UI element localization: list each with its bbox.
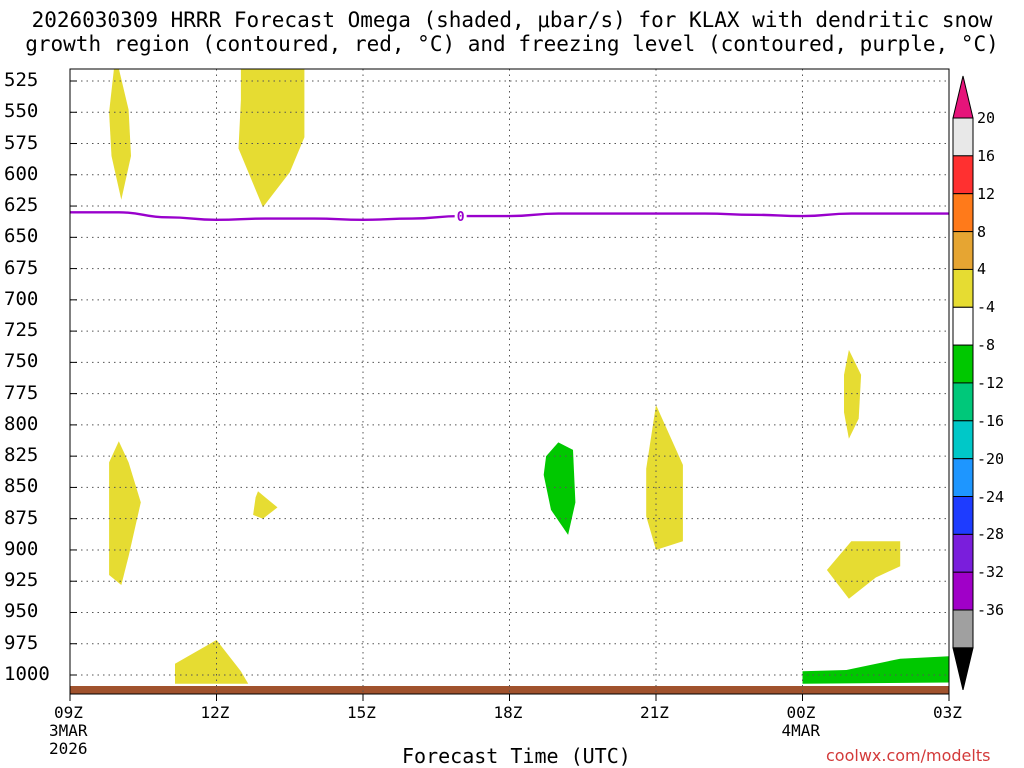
omega-region-8 [543, 442, 576, 535]
colorbar [952, 75, 974, 691]
grid-lines [69, 69, 950, 694]
colorbar-label: 4 [977, 260, 987, 279]
omega-region-1 [238, 69, 305, 208]
colorbar-label: 8 [977, 222, 987, 241]
source-credit: coolwx.com/modelts [826, 746, 991, 765]
colorbar-label: -36 [977, 601, 1005, 620]
x-tick-date: 3MAR [49, 721, 88, 740]
y-tick-label: 775 [4, 381, 39, 404]
x-tick-label: 21Z [640, 703, 669, 722]
colorbar-segment-7 [952, 382, 974, 422]
x-tick-label: 12Z [200, 703, 230, 722]
y-tick-label: 975 [4, 631, 39, 654]
colorbar-segment-4 [952, 268, 974, 308]
colorbar-segment-10 [952, 496, 974, 535]
colorbar-top-cap [952, 75, 974, 119]
colorbar-label: -28 [977, 525, 1005, 544]
omega-region-2 [109, 441, 141, 585]
colorbar-label: -32 [977, 563, 1005, 582]
colorbar-segment-5 [952, 306, 974, 346]
y-tick-label: 700 [4, 287, 39, 310]
colorbar-segment-11 [952, 533, 974, 573]
y-tick-label: 550 [4, 100, 39, 123]
y-tick-label: 725 [4, 319, 39, 342]
y-tick-label: 750 [4, 350, 39, 373]
colorbar-label: -12 [977, 373, 1005, 392]
colorbar-bottom-cap [952, 647, 974, 691]
colorbar-segment-12 [952, 571, 974, 611]
omega-shaded-regions [109, 69, 949, 684]
colorbar-segment-3 [952, 231, 974, 271]
colorbar-label: 12 [977, 184, 996, 203]
x-tick-year: 2026 [49, 739, 88, 758]
colorbar-label: -4 [977, 298, 996, 317]
y-tick-label: 800 [4, 412, 39, 435]
omega-region-7 [826, 541, 901, 599]
colorbar-label: -20 [977, 449, 1005, 468]
colorbar-label: 20 [977, 109, 996, 127]
y-tick-label: 950 [4, 600, 39, 623]
x-axis-title: Forecast Time (UTC) [402, 744, 631, 768]
colorbar-segment-8 [952, 420, 974, 460]
y-tick-label: 575 [4, 131, 39, 154]
surface-ground-strip [70, 686, 949, 694]
colorbar-segment-13 [952, 609, 974, 649]
x-tick-date: 4MAR [781, 721, 821, 740]
colorbar-label: -16 [977, 411, 1005, 430]
colorbar-segment-0 [952, 117, 974, 157]
colorbar-segment-2 [952, 193, 974, 233]
y-tick-label: 875 [4, 506, 39, 529]
colorbar-label: 16 [977, 146, 996, 165]
y-tick-label: 675 [4, 256, 39, 279]
omega-region-9 [802, 656, 949, 684]
freezing-level-label-bg [454, 209, 467, 224]
colorbar-label: -24 [977, 487, 1005, 506]
omega-region-0 [109, 69, 131, 200]
y-tick-label: 1000 [4, 663, 50, 685]
omega-region-6 [844, 349, 862, 439]
x-tick-label: 00Z [786, 703, 816, 722]
chart-title-line-2: growth region (contoured, red, °C) and f… [25, 32, 999, 56]
omega-region-3 [253, 491, 278, 519]
y-tick-label: 625 [4, 194, 39, 217]
colorbar-segment-6 [952, 344, 974, 384]
freezing-level-contour [70, 211, 949, 222]
chart-title-line-1: 2026030309 HRRR Forecast Omega (shaded, … [31, 8, 993, 32]
omega-region-4 [175, 640, 249, 684]
colorbar-label: -8 [977, 336, 996, 355]
x-tick-label: 09Z [54, 703, 83, 722]
x-tick-label: 03Z [933, 703, 962, 722]
y-tick-label: 900 [4, 537, 39, 560]
y-tick-label: 925 [4, 569, 39, 592]
y-tick-label: 600 [4, 162, 39, 185]
x-axis-ticks [69, 694, 950, 701]
colorbar-segment-9 [952, 458, 974, 498]
colorbar-segment-1 [952, 155, 974, 195]
omega-region-5 [646, 404, 683, 550]
y-tick-label: 825 [4, 444, 39, 467]
x-tick-label: 15Z [347, 703, 376, 722]
freezing-level-label: 0 [457, 210, 465, 225]
y-tick-label: 650 [4, 225, 39, 248]
y-tick-label: 850 [4, 475, 39, 498]
y-tick-label: 525 [4, 69, 39, 91]
x-tick-label: 18Z [493, 703, 523, 722]
